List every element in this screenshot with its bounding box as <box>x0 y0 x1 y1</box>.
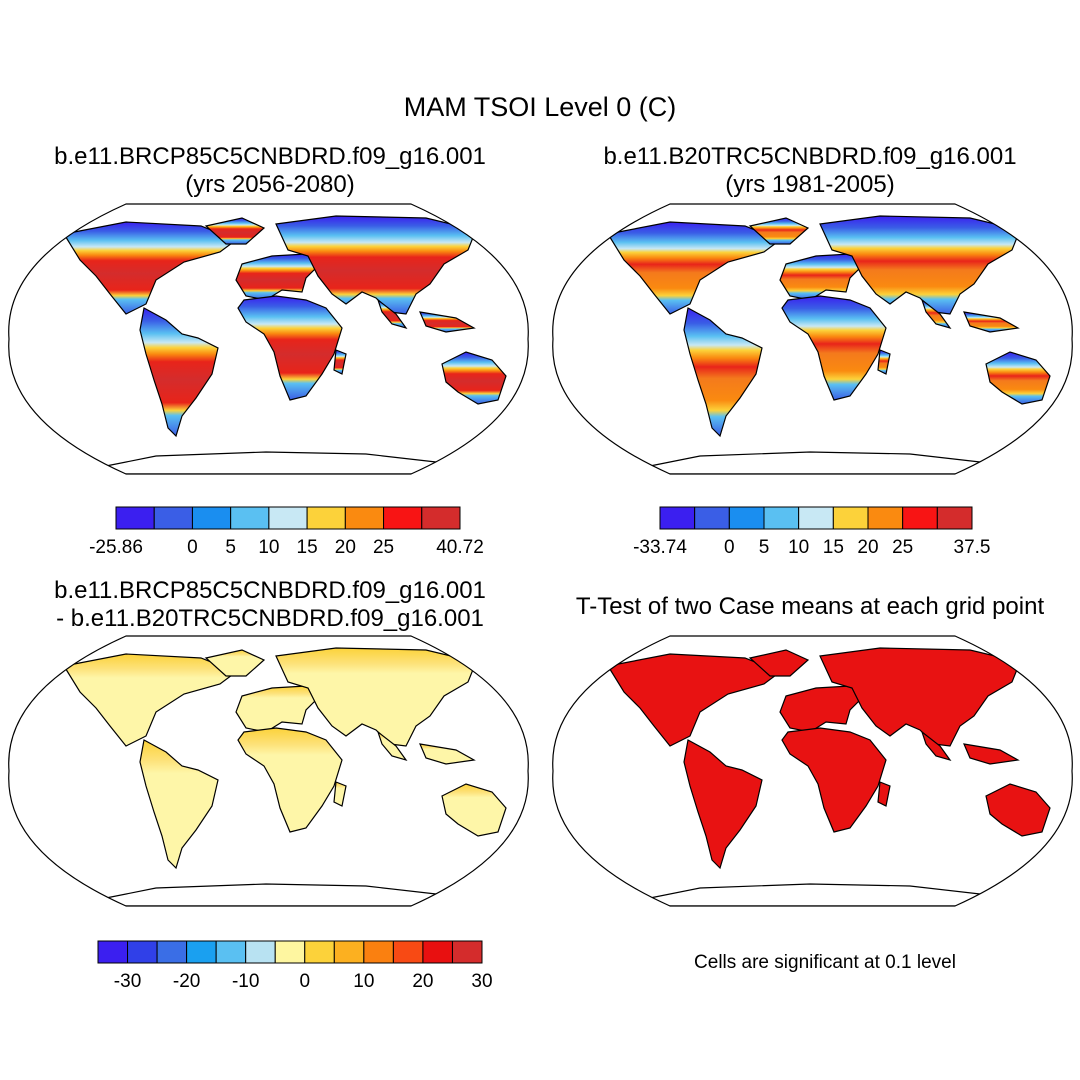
map-land-historical <box>552 204 1073 474</box>
map-land-future <box>8 204 529 474</box>
colorbar-swatch <box>659 506 696 530</box>
colorbar-tick-label: 25 <box>892 537 913 558</box>
colorbar-tick-label: 30 <box>471 971 492 992</box>
colorbar-difference: -30 -20 -10 0 10 20 30 <box>97 940 493 992</box>
colorbar-swatch <box>245 940 276 964</box>
colorbar-tick-label: 10 <box>788 537 809 558</box>
colorbar-swatch <box>363 940 394 964</box>
colorbar-swatch <box>274 940 306 964</box>
panel-title-future: b.e11.BRCP85C5CNBDRD.f09_g16.001 (yrs 20… <box>10 143 530 198</box>
colorbar-swatch <box>344 506 385 530</box>
colorbar-swatch <box>763 506 800 530</box>
colorbar-swatch <box>694 506 730 530</box>
panel-title-ttest-line1: T-Test of two Case means at each grid po… <box>575 593 1045 620</box>
significance-note: Cells are significant at 0.1 level <box>694 952 956 973</box>
colorbar-tick-label: -25.86 <box>89 537 143 558</box>
map-panel-difference <box>8 635 529 907</box>
panel-title-difference-line2: - b.e11.B20TRC5CNBDRD.f09_g16.001 <box>56 604 484 632</box>
colorbar-future: -25.86 0 5 10 15 20 25 40.72 <box>89 506 484 558</box>
panel-title-ttest: T-Test of two Case means at each grid po… <box>545 593 1075 621</box>
colorbar-swatch <box>392 940 424 964</box>
colorbar-tick-label: 5 <box>225 537 236 558</box>
colorbar-tick-label: 25 <box>373 537 394 558</box>
colorbar-tick-label: -30 <box>114 971 141 992</box>
colorbar-swatch <box>127 940 158 964</box>
colorbar-swatch <box>936 506 973 530</box>
colorbar-swatch <box>798 506 834 530</box>
colorbar-historical: -33.74 0 5 10 15 20 25 37.5 <box>633 506 990 558</box>
colorbar-tick-label: 15 <box>297 537 318 558</box>
map-land-ttest <box>552 636 1073 906</box>
colorbar-swatch <box>230 506 270 530</box>
colorbar-swatch <box>728 506 765 530</box>
colorbar-swatch <box>268 506 308 530</box>
map-panel-historical <box>552 203 1073 475</box>
colorbar-swatch <box>867 506 904 530</box>
map-land-difference <box>8 636 529 906</box>
colorbar-swatch <box>451 940 483 964</box>
colorbar-tick-label: 37.5 <box>954 537 991 558</box>
colorbar-tick-label: 20 <box>857 537 878 558</box>
panel-title-future-line1: b.e11.BRCP85C5CNBDRD.f09_g16.001 <box>54 143 486 170</box>
colorbar-swatch <box>186 940 217 964</box>
colorbar-swatch <box>421 506 461 530</box>
colorbar-tick-label: -33.74 <box>633 537 687 558</box>
colorbar-swatch <box>215 940 247 964</box>
colorbar-tick-label: 0 <box>187 537 198 558</box>
colorbar-swatch <box>153 506 193 530</box>
colorbar-tick-label: 15 <box>823 537 844 558</box>
colorbar-swatch <box>191 506 232 530</box>
colorbar-tick-label: 40.72 <box>436 537 484 558</box>
panel-title-future-line2: (yrs 2056-2080) <box>185 170 355 198</box>
colorbar-swatch <box>115 506 155 530</box>
main-title: MAM TSOI Level 0 (C) <box>403 92 677 122</box>
panel-title-difference-line1: b.e11.BRCP85C5CNBDRD.f09_g16.001 <box>54 577 486 604</box>
map-panel-future <box>8 203 529 475</box>
colorbar-swatch <box>306 506 346 530</box>
colorbar-swatch <box>333 940 365 964</box>
colorbar-tick-label: 10 <box>353 971 374 992</box>
colorbar-tick-label: -20 <box>173 971 200 992</box>
colorbar-swatch <box>304 940 335 964</box>
colorbar-tick-label: 0 <box>724 537 735 558</box>
colorbar-tick-label: -10 <box>232 971 259 992</box>
colorbar-swatch <box>97 940 129 964</box>
colorbar-swatch <box>422 940 453 964</box>
colorbar-tick-label: 10 <box>258 537 279 558</box>
colorbar-tick-label: 20 <box>335 537 356 558</box>
colorbar-swatch <box>902 506 938 530</box>
panel-title-historical-line2: (yrs 1981-2005) <box>725 170 895 198</box>
colorbar-swatch <box>156 940 188 964</box>
panel-title-historical-line1: b.e11.B20TRC5CNBDRD.f09_g16.001 <box>603 143 1017 170</box>
map-panel-ttest <box>552 635 1073 907</box>
colorbar-tick-label: 0 <box>299 971 310 992</box>
colorbar-swatch <box>832 506 869 530</box>
panel-title-difference: b.e11.BRCP85C5CNBDRD.f09_g16.001 - b.e11… <box>10 577 530 632</box>
panel-title-historical: b.e11.B20TRC5CNBDRD.f09_g16.001 (yrs 198… <box>550 143 1070 198</box>
colorbar-tick-label: 5 <box>759 537 770 558</box>
colorbar-swatch <box>383 506 423 530</box>
colorbar-tick-label: 20 <box>412 971 433 992</box>
